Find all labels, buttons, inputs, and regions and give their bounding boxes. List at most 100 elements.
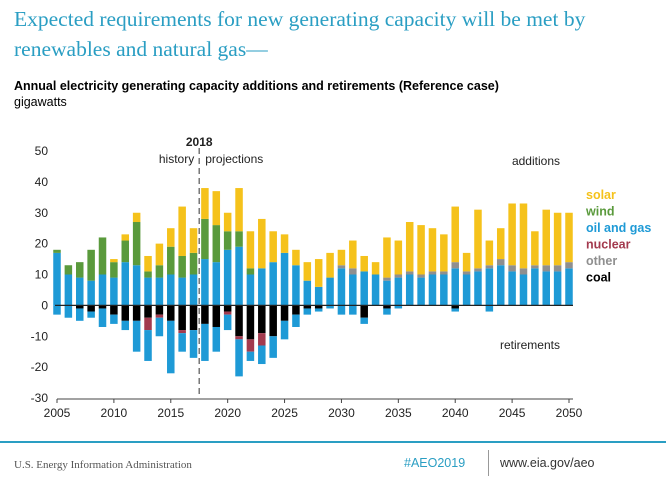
bar-addition-oil_and_gas [405,274,414,306]
bar-addition-wind [223,231,232,250]
bar-addition-oil_and_gas [531,268,539,306]
bar-addition-wind [155,265,164,278]
headline: Expected requirements for new generating… [14,7,586,61]
bar-addition-other [349,268,357,275]
bar-addition-other [383,277,391,281]
bar-addition-oil_and_gas [87,280,95,306]
bar-addition-solar [462,252,471,272]
bar-addition-solar [303,262,312,281]
bar-addition-oil_and_gas [64,274,73,306]
x-tick-label: 2025 [271,406,298,420]
bar-addition-oil_and_gas [485,268,494,306]
bar-addition-other [451,262,459,269]
bar-addition-wind [110,262,118,278]
bar-addition-other [462,271,471,275]
bar-addition-oil_and_gas [121,262,130,306]
bar-addition-wind [189,252,198,275]
bar-retirement-coal [121,305,130,321]
bar-retirement-coal [235,305,243,337]
footer-hashtag[interactable]: #AEO2019 [404,456,466,470]
bar-addition-solar [565,212,573,263]
bar-retirement-oil_and_gas [53,305,61,315]
footer-url[interactable]: www.eia.gov/aeo [500,456,595,470]
bar-addition-oil_and_gas [383,280,391,306]
x-tick-label: 2030 [328,406,355,420]
bar-retirement-coal [87,305,95,312]
bar-retirement-oil_and_gas [98,308,107,327]
chart-units: gigawatts [14,95,67,109]
footer-agency: U.S. Energy Information Administration [14,459,192,471]
bar-retirement-oil_and_gas [292,314,300,327]
y-tick-label: 40 [35,175,49,189]
bar-retirement-oil_and_gas [280,320,289,340]
bar-addition-oil_and_gas [519,274,528,306]
bar-retirement-oil_and_gas [349,305,357,315]
bar-retirement-oil_and_gas [451,308,459,312]
bar-retirement-coal [110,305,118,315]
bar-addition-solar [405,222,414,272]
bar-addition-oil_and_gas [303,280,312,306]
bar-addition-oil_and_gas [280,252,289,306]
bar-addition-solar [542,209,550,266]
bar-addition-other [417,274,425,278]
x-tick-label: 2005 [44,406,71,420]
bar-retirement-nuclear [258,333,266,346]
bar-addition-oil_and_gas [326,277,334,306]
bar-addition-oil_and_gas [360,271,368,306]
bar-retirement-coal [269,305,277,337]
bar-addition-other [485,265,494,269]
bar-retirement-oil_and_gas [178,333,186,352]
bar-addition-oil_and_gas [258,268,266,306]
chart-title: Annual electricity generating capacity a… [14,79,499,93]
bar-addition-oil_and_gas [349,274,357,306]
bar-addition-oil_and_gas [167,274,175,306]
bar-retirement-coal [167,305,175,321]
bar-addition-oil_and_gas [235,246,243,306]
bar-addition-solar [531,231,539,266]
bar-addition-other [405,271,414,275]
bar-retirement-nuclear [246,339,255,352]
bar-retirement-oil_and_gas [76,308,84,321]
bar-addition-solar [474,209,482,269]
bar-addition-solar [144,255,152,272]
bar-addition-other [508,265,516,272]
bar-addition-oil_and_gas [542,271,550,306]
y-tick-label: 20 [35,237,49,251]
bar-addition-other [519,268,528,275]
bar-addition-oil_and_gas [508,271,516,306]
bar-retirement-coal [201,305,209,324]
bar-addition-other [542,265,550,272]
bar-addition-solar [349,240,357,269]
bar-retirement-coal [258,305,266,334]
legend-oil_and_gas: oil and gas [586,221,651,235]
bar-addition-oil_and_gas [337,268,346,306]
bar-addition-solar [132,212,141,223]
bar-addition-oil_and_gas [110,277,118,306]
x-tick-label: 2035 [385,406,412,420]
bar-retirement-coal [223,305,232,312]
bar-addition-solar [496,228,505,260]
bar-addition-oil_and_gas [451,268,459,306]
bar-addition-other [440,271,448,275]
bar-retirement-nuclear [235,336,243,340]
bar-retirement-oil_and_gas [87,311,95,318]
bar-retirement-coal [98,305,107,309]
bar-retirement-oil_and_gas [212,326,221,352]
bar-addition-wind [167,246,175,275]
bar-addition-wind [144,271,152,278]
bar-addition-oil_and_gas [462,274,471,306]
bar-addition-solar [201,188,209,219]
bar-addition-solar [519,203,528,269]
bar-addition-oil_and_gas [553,271,562,306]
y-tick-label: -30 [31,391,49,405]
divider-year-label: 2018 [186,135,213,149]
y-tick-label: -20 [31,360,49,374]
bar-retirement-oil_and_gas [110,314,118,324]
bar-addition-oil_and_gas [292,265,300,306]
y-tick-label: 30 [35,206,49,220]
bar-addition-wind [87,249,95,281]
bar-retirement-oil_and_gas [337,305,346,315]
bar-addition-solar [167,228,175,247]
bar-retirement-oil_and_gas [303,308,312,315]
bar-addition-solar [383,237,391,278]
